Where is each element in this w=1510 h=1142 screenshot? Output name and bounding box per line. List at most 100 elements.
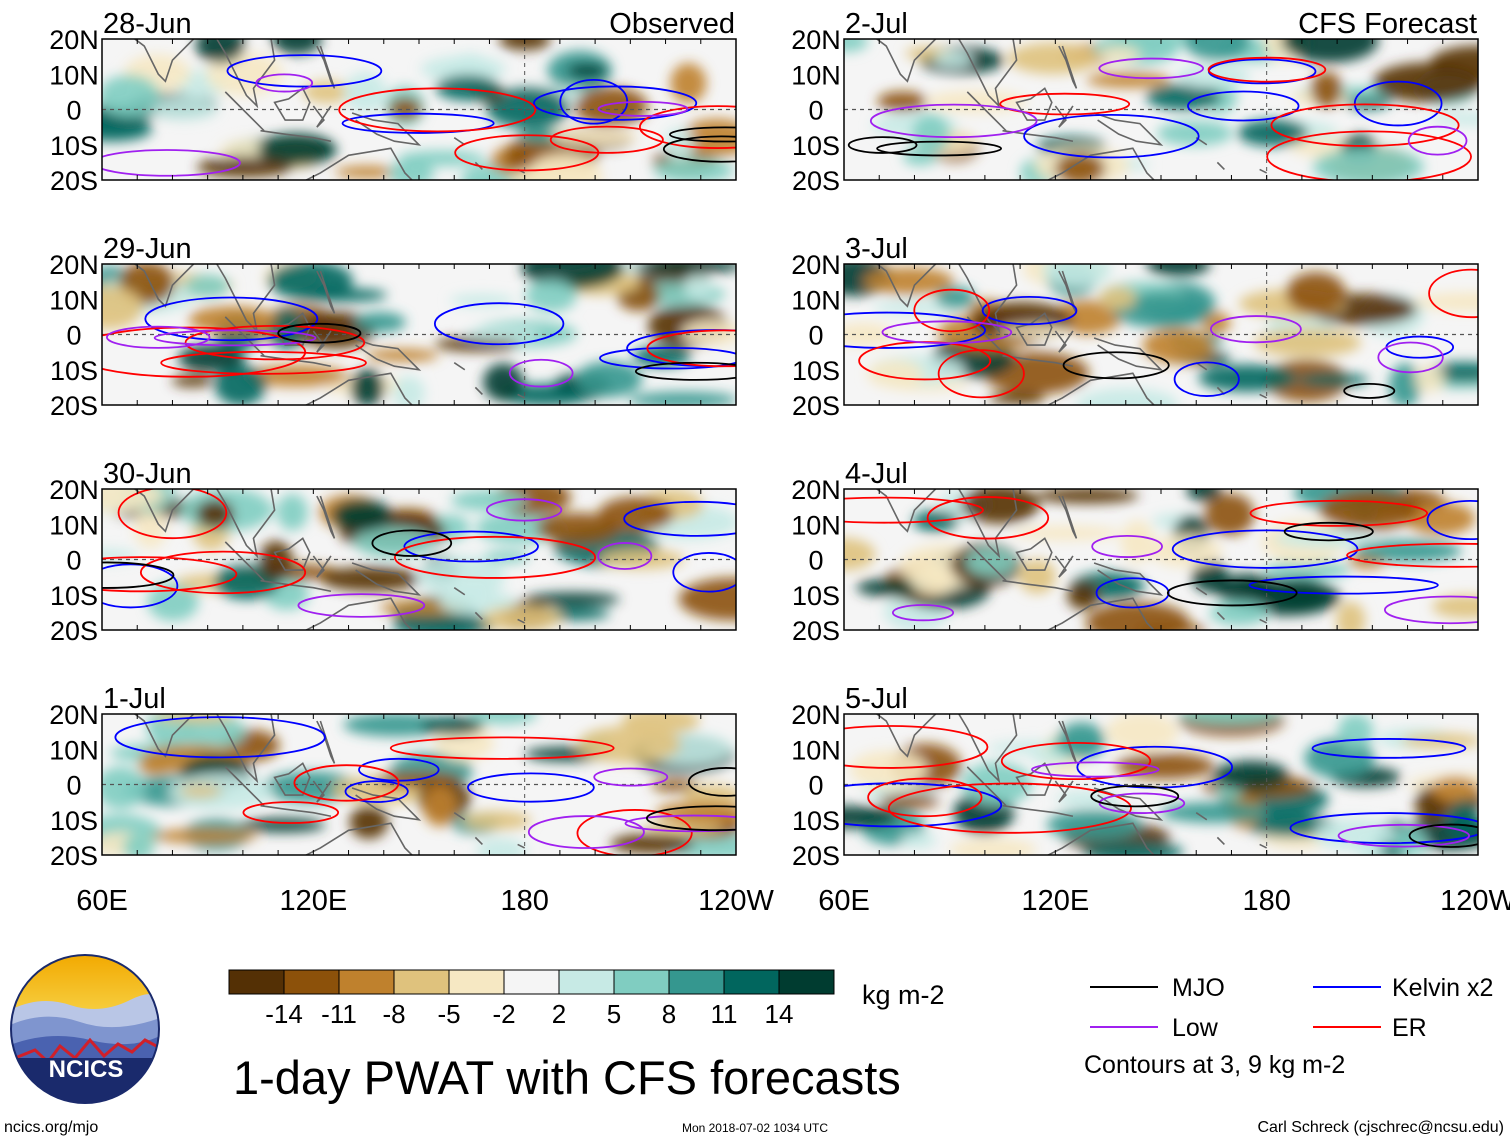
colorbar-unit: kg m-2: [862, 980, 945, 1010]
colorbar-tick-label: -11: [321, 999, 357, 1029]
kelvin-contour: [672, 552, 736, 593]
pwat-anomaly: [180, 714, 246, 749]
lat-tick-label: 20S: [50, 166, 98, 196]
low-contour: [1091, 535, 1163, 558]
pwat-anomaly: [1191, 560, 1228, 593]
panel-date: 30-Jun: [103, 458, 192, 490]
pwat-anomaly: [102, 116, 153, 142]
coastline: [133, 264, 196, 308]
pwat-anomaly: [435, 74, 501, 101]
pwat-anomaly: [102, 489, 164, 512]
coastline: [316, 495, 336, 539]
lat-tick-label: 10S: [792, 356, 840, 386]
lon-tick-label: 120E: [279, 885, 347, 917]
colorbar-swatch: [393, 969, 450, 995]
pwat-anomaly: [1389, 363, 1422, 405]
coastline: [1093, 337, 1164, 371]
wave-contours: [102, 489, 736, 618]
pwat-anomaly: [653, 157, 734, 180]
legend-label-mjo: MJO: [1172, 974, 1225, 1002]
mjo-contour: [1408, 823, 1478, 848]
kelvin-contour: [1426, 500, 1478, 541]
kelvin-contour: [844, 782, 1003, 828]
kelvin-contour: [1248, 575, 1439, 595]
kelvin-contour: [144, 296, 319, 342]
coastline: [1046, 597, 1156, 630]
er-contour: [139, 550, 307, 595]
coastline: [1015, 87, 1053, 121]
lat-tick-label: 10S: [50, 131, 98, 161]
pwat-anomaly: [1281, 39, 1379, 63]
lat-tick-label: 10S: [50, 356, 98, 386]
pwat-anomaly: [1254, 328, 1362, 358]
er-contour: [454, 134, 600, 172]
legend-label-er: ER: [1392, 1014, 1427, 1042]
pwat-anomaly: [1115, 752, 1215, 780]
low-contour: [1377, 341, 1444, 374]
coastline: [260, 804, 332, 818]
er-contour: [338, 87, 537, 133]
panel-28-Jun: 28-Jun Observed 20N 10N 0 10S 20S: [49, 8, 737, 196]
er-contour: [1428, 268, 1478, 319]
kelvin-contour: [344, 780, 409, 803]
kelvin-contour: [844, 311, 987, 349]
mjo-contour: [646, 805, 736, 832]
low-contour: [106, 325, 211, 349]
er-contour: [242, 801, 340, 824]
pwat-anomaly: [1160, 802, 1268, 823]
coastline: [215, 489, 276, 559]
panel-date: 29-Jun: [103, 233, 192, 265]
pwat-anomaly: [528, 152, 601, 180]
coastline: [312, 330, 332, 353]
pwat-anomaly: [1186, 489, 1222, 502]
kelvin-contour: [403, 530, 539, 563]
pwat-anomaly: [901, 831, 937, 849]
pwat-anomaly: [196, 499, 235, 529]
coastline: [1093, 112, 1164, 146]
lat-tick-label: 0: [66, 546, 81, 576]
pwat-anomaly: [258, 540, 294, 581]
coastline: [215, 714, 276, 784]
mjo-contour: [102, 561, 175, 589]
pwat-anomaly: [392, 375, 426, 405]
low-contour: [624, 814, 736, 833]
pwat-anomaly: [1105, 714, 1179, 752]
low-contour: [1031, 761, 1160, 778]
panel-date: 28-Jun: [103, 8, 192, 40]
coastline: [1058, 720, 1078, 764]
coastline: [1054, 780, 1074, 803]
pwat-anomaly: [483, 363, 524, 402]
lat-tick-label: 10N: [791, 60, 841, 90]
pwat-anomaly: [1337, 714, 1374, 750]
mjo-contour: [1166, 579, 1298, 607]
pwat-anomaly: [1099, 286, 1137, 310]
pwat-anomaly: [150, 96, 218, 121]
coastline: [453, 587, 526, 624]
er-contour: [102, 556, 238, 593]
kelvin-contour: [623, 500, 736, 537]
pwat-anomaly: [343, 714, 449, 737]
kelvin-contour: [102, 563, 179, 609]
coastline: [224, 541, 265, 582]
low-contour: [1407, 125, 1468, 156]
mjo-contour: [687, 767, 736, 797]
mjo-contour: [371, 529, 453, 557]
lat-tick-label: 20S: [792, 841, 840, 871]
er-contour: [926, 496, 1050, 540]
pwat-anomaly: [682, 319, 736, 346]
pwat-anomaly: [450, 490, 527, 512]
coastline: [273, 87, 311, 121]
mjo-contour: [1343, 382, 1396, 399]
footer-credit[interactable]: Carl Schreck (cjschrec@ncsu.edu): [1257, 1119, 1504, 1136]
pwat-anomaly: [525, 592, 620, 607]
pwat-anomaly: [988, 392, 1046, 405]
footer-timestamp: Mon 2018-07-02 1034 UTC: [682, 1121, 828, 1135]
pwat-anomaly: [1285, 272, 1346, 315]
er-contour: [1000, 741, 1152, 781]
pwat-anomaly: [1042, 264, 1112, 288]
coastline: [312, 555, 332, 578]
footer-site[interactable]: ncics.org/mjo: [4, 1119, 98, 1136]
coastline: [1058, 495, 1078, 539]
